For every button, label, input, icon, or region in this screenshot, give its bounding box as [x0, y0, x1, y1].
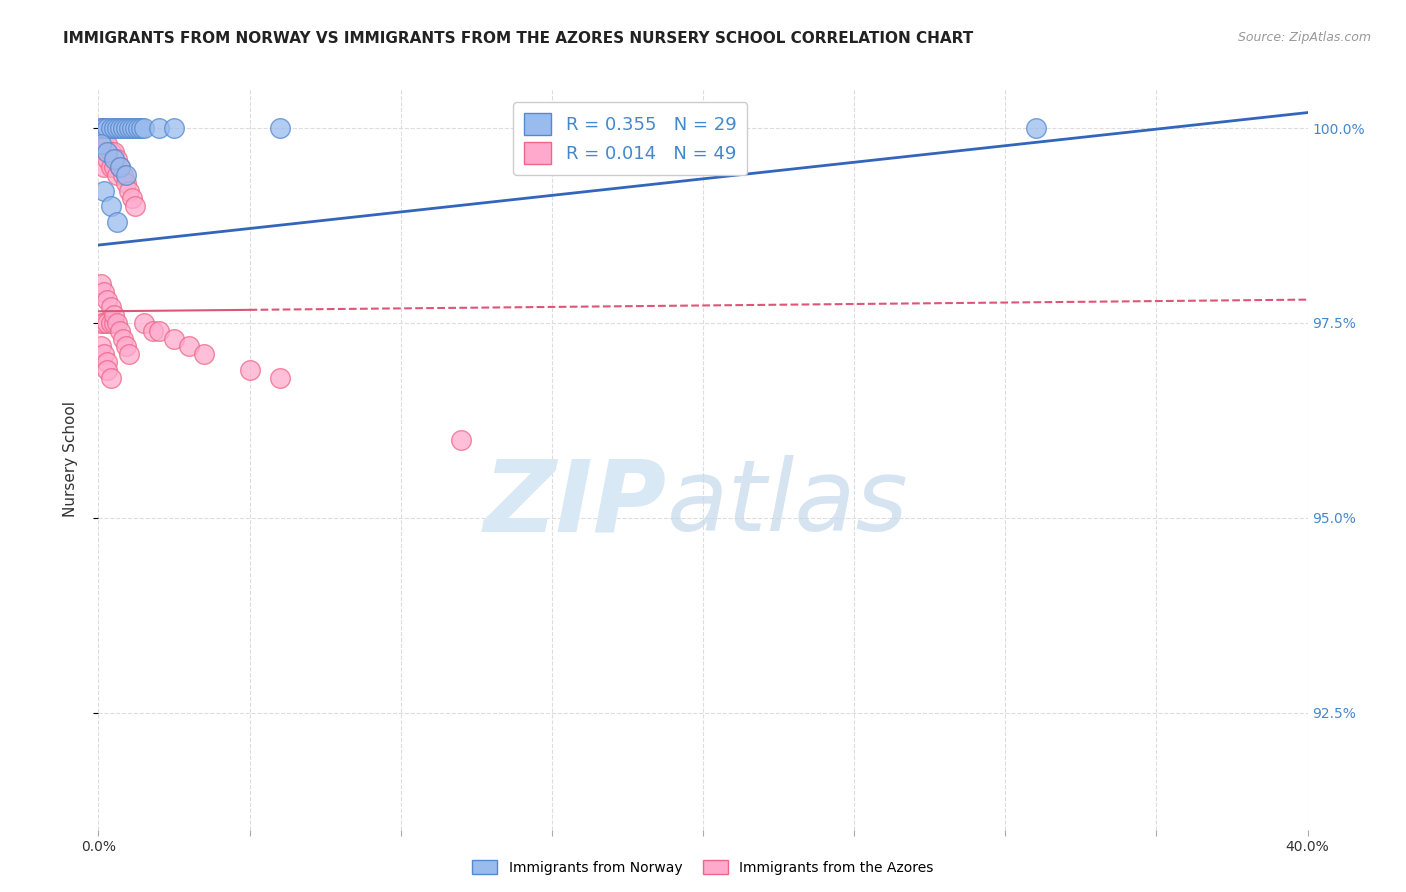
Point: [100, 160, 122, 174]
Point: [118, 184, 141, 198]
Point: [114, 121, 136, 136]
Point: [129, 121, 152, 136]
Point: [124, 199, 146, 213]
Point: [105, 153, 128, 167]
Point: [103, 121, 125, 136]
Point: [100, 301, 122, 315]
Point: [103, 153, 125, 167]
Legend: R = 0.355   N = 29, R = 0.014   N = 49: R = 0.355 N = 29, R = 0.014 N = 49: [513, 102, 748, 175]
Y-axis label: Nursery School: Nursery School: [63, 401, 77, 517]
Point: [103, 308, 125, 322]
Point: [93, 184, 115, 198]
Point: [93, 128, 115, 143]
Point: [111, 168, 134, 182]
Point: [127, 121, 149, 136]
Point: [114, 176, 136, 190]
Point: [132, 316, 155, 330]
Point: [105, 215, 128, 229]
Point: [163, 121, 186, 136]
Point: [90, 316, 112, 330]
Point: [90, 136, 112, 151]
Point: [100, 316, 122, 330]
Point: [90, 277, 112, 291]
Point: [105, 316, 128, 330]
Point: [93, 285, 115, 299]
Point: [105, 121, 128, 136]
Point: [118, 347, 141, 361]
Point: [108, 160, 131, 174]
Point: [90, 121, 112, 136]
Point: [118, 121, 141, 136]
Point: [93, 160, 115, 174]
Point: [108, 324, 131, 338]
Point: [269, 370, 291, 384]
Text: atlas: atlas: [666, 455, 908, 552]
Point: [90, 121, 112, 136]
Point: [96, 145, 118, 159]
Text: IMMIGRANTS FROM NORWAY VS IMMIGRANTS FROM THE AZORES NURSERY SCHOOL CORRELATION : IMMIGRANTS FROM NORWAY VS IMMIGRANTS FRO…: [63, 31, 973, 46]
Point: [132, 121, 155, 136]
Point: [96, 293, 118, 307]
Point: [90, 339, 112, 353]
Point: [100, 370, 122, 384]
Point: [96, 363, 118, 377]
Point: [96, 121, 118, 136]
Point: [1024, 121, 1046, 136]
Point: [96, 153, 118, 167]
Point: [100, 121, 122, 136]
Point: [93, 121, 115, 136]
Point: [96, 316, 118, 330]
Point: [103, 160, 125, 174]
Point: [100, 199, 122, 213]
Point: [96, 355, 118, 369]
Point: [269, 121, 291, 136]
Point: [96, 136, 118, 151]
Point: [103, 145, 125, 159]
Text: Source: ZipAtlas.com: Source: ZipAtlas.com: [1237, 31, 1371, 45]
Point: [108, 160, 131, 174]
Point: [555, 121, 578, 136]
Point: [163, 332, 186, 346]
Point: [631, 121, 654, 136]
Point: [114, 168, 136, 182]
Point: [108, 121, 131, 136]
Legend: Immigrants from Norway, Immigrants from the Azores: Immigrants from Norway, Immigrants from …: [467, 855, 939, 880]
Text: ZIP: ZIP: [484, 455, 666, 552]
Point: [114, 339, 136, 353]
Point: [121, 121, 143, 136]
Point: [239, 363, 262, 377]
Point: [124, 121, 146, 136]
Point: [142, 324, 165, 338]
Point: [450, 433, 472, 447]
Point: [103, 316, 125, 330]
Point: [90, 145, 112, 159]
Point: [93, 316, 115, 330]
Point: [193, 347, 215, 361]
Point: [100, 145, 122, 159]
Point: [148, 121, 170, 136]
Point: [105, 168, 128, 182]
Point: [148, 324, 170, 338]
Point: [93, 145, 115, 159]
Point: [111, 121, 134, 136]
Point: [93, 347, 115, 361]
Point: [179, 339, 201, 353]
Point: [90, 136, 112, 151]
Point: [121, 191, 143, 205]
Point: [111, 332, 134, 346]
